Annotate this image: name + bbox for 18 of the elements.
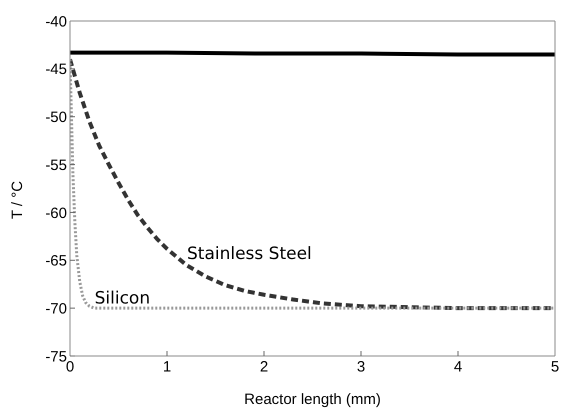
- y-tick-label: -75: [45, 348, 67, 366]
- series-label: Stainless Steel: [187, 244, 312, 264]
- x-tick-label: 3: [356, 358, 366, 376]
- x-tick-label: 5: [550, 358, 560, 376]
- x-tick-label: 1: [162, 358, 172, 376]
- y-tick-label: -45: [45, 61, 67, 78]
- y-axis-title: T / °C: [9, 180, 26, 220]
- x-tick-label: 2: [260, 358, 268, 376]
- x-axis-title: Reactor length (mm): [244, 391, 381, 408]
- x-tick-label: 0: [66, 358, 74, 376]
- y-tick-label: -55: [45, 156, 67, 174]
- x-tick-label: 4: [454, 358, 462, 376]
- y-tick-label: -60: [45, 204, 67, 222]
- y-tick-label: -50: [45, 109, 67, 126]
- y-tick-label: -40: [45, 13, 67, 30]
- y-tick-label: -65: [45, 252, 67, 270]
- series-label: Silicon: [94, 288, 150, 309]
- y-tick-label: -70: [45, 300, 67, 318]
